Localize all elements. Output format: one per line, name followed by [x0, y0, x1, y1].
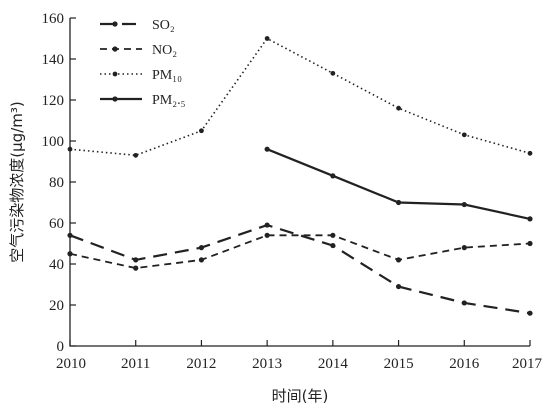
data-point — [395, 257, 402, 263]
legend-marker — [112, 96, 118, 102]
y-tick-label: 0 — [57, 339, 65, 355]
legend-marker — [112, 46, 118, 52]
x-tick-label: 2015 — [384, 356, 414, 372]
series-line — [69, 37, 531, 157]
x-tick-label: 2016 — [449, 356, 480, 372]
series-2 — [67, 36, 533, 158]
data-point — [461, 245, 467, 251]
data-point — [199, 128, 204, 134]
data-point — [133, 265, 139, 271]
data-point — [395, 283, 402, 290]
data-point — [67, 232, 73, 238]
series-3 — [264, 146, 533, 222]
axes: 0 20 40 60 80 100 120 140 160 2010 2011 2012 2013 201… — [42, 11, 543, 372]
y-tick-label: 40 — [49, 257, 64, 273]
data-point — [133, 257, 139, 263]
x-tick-label: 2013 — [252, 356, 282, 372]
data-point — [330, 232, 336, 238]
x-tick-label: 2014 — [318, 356, 349, 372]
y-tick-label: 60 — [49, 216, 64, 232]
x-axis-title: 时间(年) — [272, 387, 329, 405]
axis-frame — [69, 18, 530, 347]
series-line — [69, 223, 531, 315]
data-point — [527, 240, 533, 247]
data-point — [198, 245, 205, 251]
legend-marker — [112, 21, 118, 27]
y-tick-label: 120 — [42, 93, 65, 109]
legend-label: PM₂.₅ — [152, 93, 186, 108]
x-tick-label: 2010 — [56, 356, 86, 372]
legend-item: PM₁₀ — [100, 68, 182, 83]
legend-label: PM₁₀ — [152, 68, 182, 83]
data-point — [264, 232, 270, 238]
data-point — [330, 242, 336, 249]
y-tick-label: 160 — [42, 11, 65, 27]
data-point — [527, 150, 533, 156]
series-line — [69, 234, 531, 270]
data-point — [396, 105, 401, 111]
legend: SO₂ NO₂ PM₁₀ PM₂.₅ — [100, 18, 186, 108]
y-tick-label: 80 — [49, 175, 64, 191]
x-tick-label: 2012 — [186, 356, 216, 372]
x-tick-label: 2017 — [512, 356, 543, 372]
legend-label: NO₂ — [152, 43, 177, 58]
data-point — [264, 146, 270, 152]
data-point — [198, 257, 205, 263]
data-point — [264, 36, 270, 41]
y-tick-label: 100 — [42, 134, 65, 150]
data-point — [461, 132, 467, 138]
series-0 — [67, 222, 533, 316]
y-axis-title: 空气污染物浓度(μg/m³) — [8, 101, 26, 262]
data-point — [330, 173, 336, 179]
legend-marker — [112, 71, 118, 77]
series-1 — [67, 232, 533, 271]
legend-item: PM₂.₅ — [100, 93, 186, 108]
data-point — [395, 199, 402, 206]
legend-label: SO₂ — [152, 18, 175, 33]
legend-item: NO₂ — [100, 43, 177, 58]
data-point — [461, 300, 467, 306]
series-layer — [67, 36, 533, 316]
y-tick-label: 20 — [49, 298, 64, 314]
data-point — [527, 216, 533, 222]
legend-item: SO₂ — [100, 18, 175, 33]
data-point — [67, 146, 73, 152]
data-point — [330, 70, 336, 76]
x-tick-label: 2011 — [121, 356, 150, 372]
series-line — [266, 148, 531, 220]
data-point — [67, 251, 73, 257]
data-point — [264, 222, 270, 228]
data-point — [527, 310, 533, 316]
data-point — [133, 152, 139, 158]
y-tick-label: 140 — [42, 52, 65, 68]
data-point — [461, 201, 467, 208]
